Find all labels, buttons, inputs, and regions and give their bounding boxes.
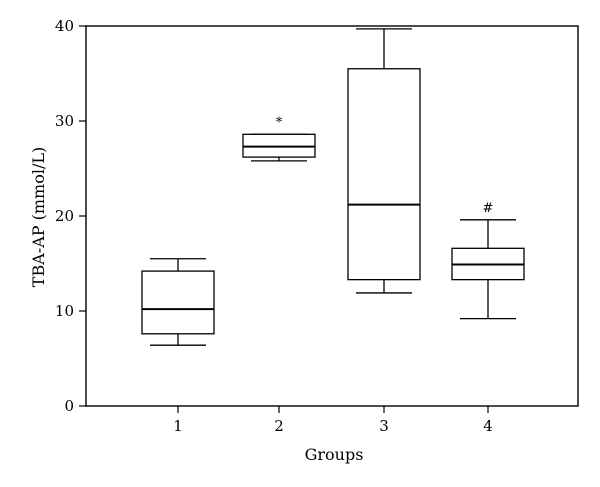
- x-tick-label: 3: [379, 417, 389, 435]
- plot-area: 0 10 20 30 40 1 2 3 4 * #: [55, 17, 579, 435]
- x-tick-label: 1: [173, 417, 183, 435]
- y-axis-label: TBA-AP (mmol/L): [29, 147, 48, 287]
- x-tick-label: 4: [483, 417, 493, 435]
- box-iqr: [347, 68, 421, 281]
- y-tick-label: 0: [64, 397, 74, 415]
- y-tick-label: 20: [55, 207, 74, 225]
- x-tick-label: 2: [274, 417, 284, 435]
- x-axis-label: Groups: [305, 445, 364, 464]
- plot-frame: [85, 25, 579, 407]
- box-iqr: [141, 270, 215, 335]
- y-tick-label: 40: [55, 17, 74, 35]
- y-tick-label: 10: [55, 302, 74, 320]
- significance-marker: *: [276, 115, 283, 130]
- significance-marker: #: [483, 201, 494, 216]
- y-tick-label: 30: [55, 112, 74, 130]
